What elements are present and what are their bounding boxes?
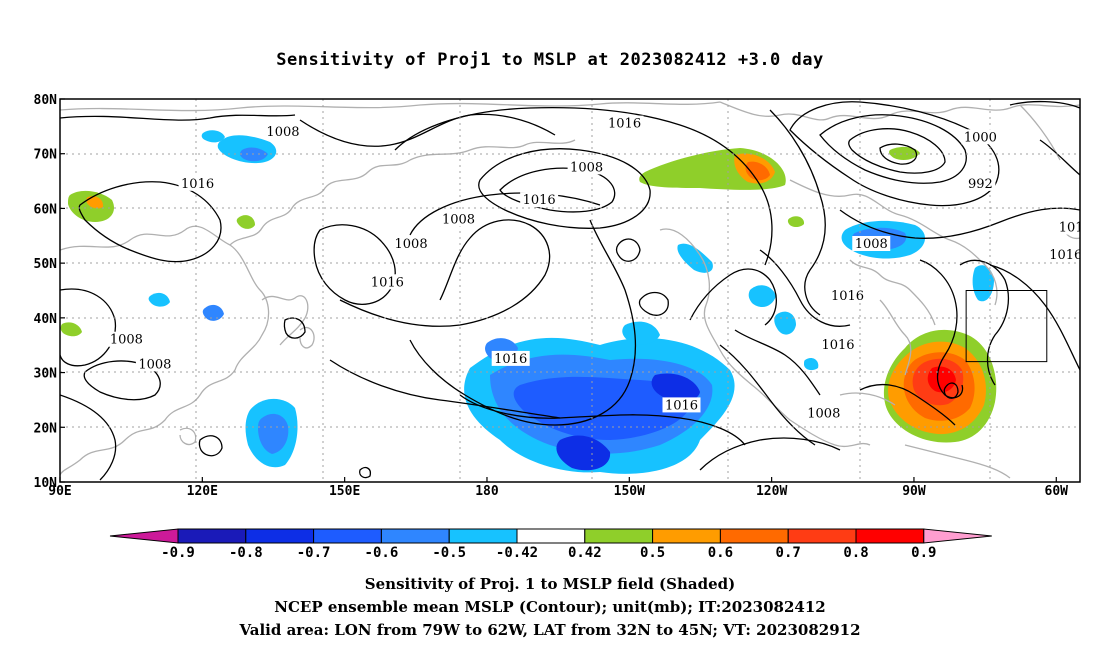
contour-label: 1008 (442, 212, 475, 227)
colorbar-swatch (245, 528, 315, 544)
colorbar-label: 0.42 (568, 545, 602, 561)
contour-label: 1016 (494, 352, 527, 367)
lon-tick-label: 90E (48, 484, 71, 499)
colorbar-swatch (380, 528, 450, 544)
contour-label: 1008 (807, 407, 840, 422)
colorbar-swatch (313, 528, 382, 544)
lat-tick-label: 80N (34, 93, 58, 108)
contour-label: 1016 (1059, 221, 1092, 236)
lon-tick-label: 150W (614, 484, 645, 499)
colorbar-label: -0.6 (365, 545, 399, 561)
contour-label: 1008 (138, 357, 171, 372)
contour-label-bg (107, 331, 146, 347)
contour-label-bg (567, 159, 606, 175)
colorbar-swatch (855, 528, 925, 544)
colorbar-label: 0.5 (640, 545, 665, 561)
contour-label: 1016 (665, 398, 698, 413)
contour-label: 1016 (831, 289, 864, 304)
caption-valid-area: Valid area: LON from 79W to 62W, LAT fro… (239, 621, 861, 639)
lon-tick-label: 180 (475, 484, 499, 499)
colorbar: -0.9 -0.8 -0.7 -0.6 -0.5 -0.42 0.42 0.5 0.6 0.7 0.… (109, 528, 992, 561)
colorbar-label: -0.9 (161, 545, 195, 561)
colorbar-swatch (584, 528, 654, 544)
contour-label-bg (662, 397, 701, 413)
caption-contour: NCEP ensemble mean MSLP (Contour); unit(… (274, 598, 826, 616)
colorbar-label: 0.9 (911, 545, 936, 561)
contour-label: 1008 (395, 237, 428, 252)
colorbar-label: -0.5 (432, 545, 466, 561)
contour-label-bg (491, 350, 530, 366)
colorbar-swatch (448, 528, 518, 544)
colorbar-high-triangle (923, 528, 992, 544)
colorbar-swatch (719, 528, 789, 544)
contour-label: 1008 (266, 125, 299, 140)
valid-area-box (965, 290, 1048, 363)
contour-label-bg (135, 356, 174, 372)
graticule (60, 99, 1080, 482)
contour-label: 992 (968, 177, 993, 192)
lon-tick-label: 120E (187, 484, 218, 499)
colorbar-swatch (516, 528, 586, 544)
contour-label-bg (804, 405, 843, 421)
colorbar-label: 0.7 (776, 545, 801, 561)
caption-shading: Sensitivity of Proj. 1 to MSLP field (Sh… (364, 575, 736, 593)
colorbar-label: -0.8 (229, 545, 263, 561)
contour-label-bg (605, 115, 644, 131)
lat-tick-label: 40N (34, 312, 58, 327)
contour-label-bg (1046, 246, 1080, 262)
contour-label-bg (178, 175, 217, 191)
contour-label: 1016 (523, 193, 556, 208)
lon-tick-label: 90W (902, 484, 926, 499)
contour-label-bg (392, 235, 431, 251)
colorbar-label: 0.6 (708, 545, 733, 561)
contour-labels: 1008 1016 1008 1008 1016 1008 1016 1008 1008 1016… (107, 115, 1092, 422)
contour-label: 1016 (821, 338, 854, 353)
contour-label: 1008 (855, 237, 888, 252)
contour-label-bg (439, 211, 478, 227)
colorbar-swatch (787, 528, 857, 544)
contour-label: 1016 (608, 117, 641, 132)
contour-label: 1008 (110, 333, 143, 348)
mslp-contours (60, 100, 1080, 481)
contour-label-bg (520, 192, 559, 208)
lat-tick-label: 30N (34, 367, 58, 382)
valid-area-layer (965, 290, 1048, 363)
lat-tick-label: 10N (34, 476, 58, 491)
lat-tick-label: 70N (34, 148, 58, 163)
lat-tick-label: 20N (34, 421, 58, 436)
colorbar-label: 0.8 (843, 545, 868, 561)
colorbar-swatch (177, 528, 247, 544)
map-title: Sensitivity of Proj1 to MSLP at 20230824… (276, 50, 824, 70)
colorbar-label: -0.42 (496, 545, 538, 561)
contour-label-bg (965, 175, 996, 191)
contour-label-bg (819, 337, 858, 353)
contour-label-bg (852, 235, 891, 251)
contour-label-bg (1056, 219, 1080, 235)
contour-label-bg (961, 129, 1000, 145)
contour-label: 1000 (964, 130, 997, 145)
lon-tick-label: 60W (1045, 484, 1069, 499)
plot-frame (59, 98, 1081, 483)
colorbar-swatch (652, 528, 721, 544)
lat-tick-label: 50N (34, 257, 58, 272)
contour-label: 1008 (570, 160, 603, 175)
contour-label-bg (263, 123, 302, 139)
colorbar-label: -0.7 (297, 545, 331, 561)
contour-label: 1016 (1049, 248, 1082, 263)
contour-label: 1016 (371, 275, 404, 290)
lon-tick-label: 150E (329, 484, 360, 499)
contour-label: 1016 (181, 177, 214, 192)
contour-label-bg (368, 274, 407, 290)
colorbar-low-triangle (109, 528, 179, 544)
lat-tick-label: 60N (34, 202, 58, 217)
lon-tick-label: 120W (756, 484, 787, 499)
contour-label-bg (828, 287, 867, 303)
